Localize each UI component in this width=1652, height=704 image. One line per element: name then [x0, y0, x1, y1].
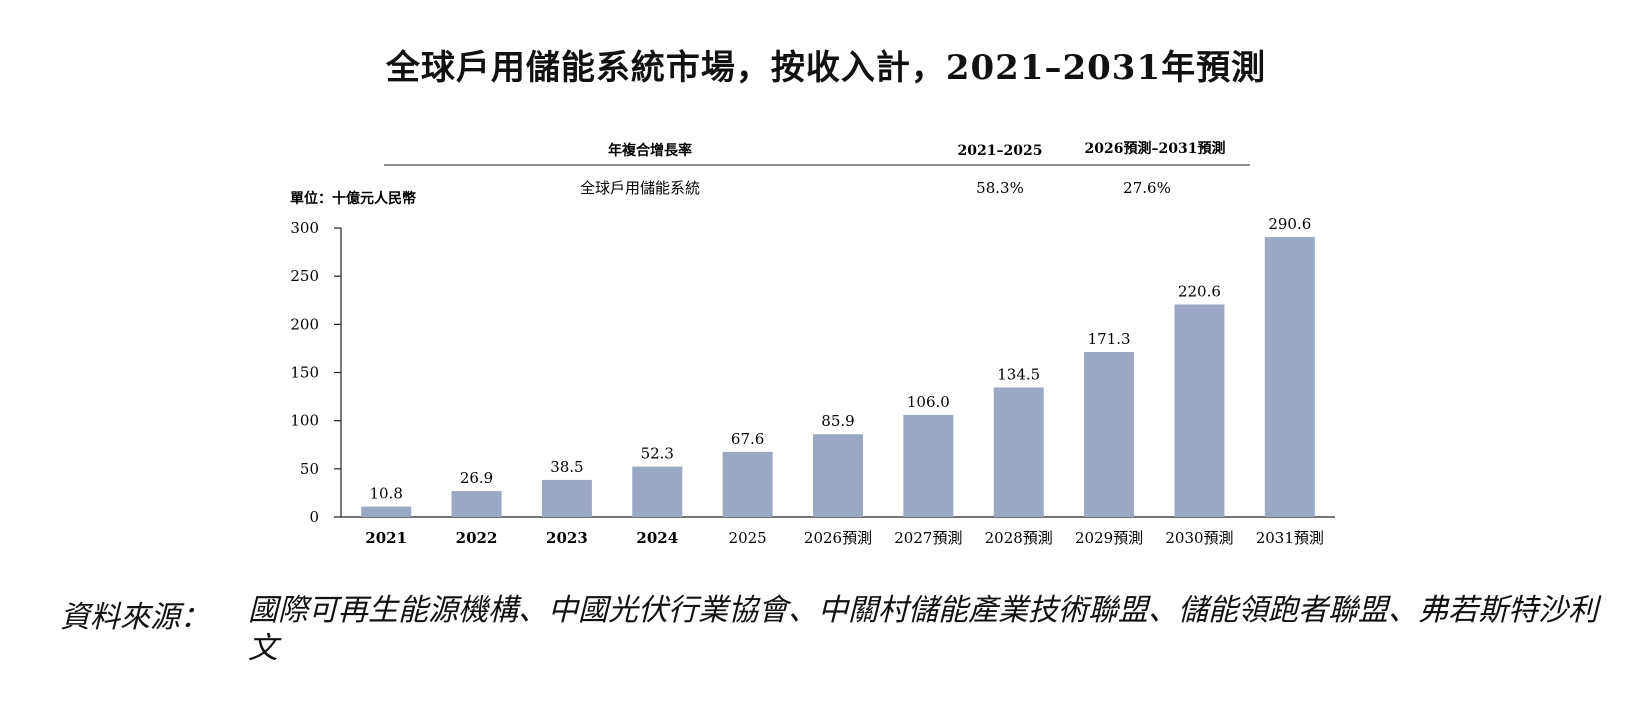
cagr-period-2: 2026預測–2031預測 [1085, 140, 1226, 157]
x-tick-label: 2025 [729, 529, 767, 547]
value-label: 10.8 [369, 485, 402, 503]
value-label: 52.3 [641, 445, 674, 463]
bar-2021 [361, 506, 412, 517]
y-tick-label: 300 [290, 219, 319, 237]
value-label: 26.9 [460, 469, 493, 487]
value-label: 85.9 [821, 412, 854, 430]
cagr-rate-1: 58.3% [976, 179, 1024, 197]
y-tick-label: 50 [300, 460, 319, 478]
bar-2026預測 [813, 434, 863, 517]
x-tick-label: 2022 [456, 529, 498, 547]
y-axis-ticks: 0 50 100 150 200 250 300 [290, 219, 341, 526]
value-label: 220.6 [1178, 282, 1221, 300]
bar-2023 [541, 479, 592, 517]
y-axis-unit-label: 單位：十億元人民幣 [290, 190, 416, 207]
value-label: 106.0 [907, 393, 950, 411]
bar-2029預測 [1084, 351, 1135, 517]
cagr-rate-2: 27.6% [1123, 179, 1171, 197]
source-text: 國際可再生能源機構、中國光伏行業協會、中關村儲能產業技術聯盟、儲能領跑者聯盟、弗… [248, 593, 1598, 666]
x-tick-label: 2021 [365, 529, 407, 547]
bar-2022 [451, 491, 502, 517]
x-tick-label: 2029預測 [1075, 529, 1143, 547]
cagr-header-label: 年複合增長率 [608, 142, 692, 159]
bar-2028預測 [993, 387, 1044, 517]
x-tick-label: 2031預測 [1256, 529, 1324, 547]
cagr-row-label: 全球戶用儲能系統 [580, 179, 700, 197]
bar-2027預測 [903, 414, 954, 517]
value-label: 134.5 [997, 365, 1040, 383]
bar-2024 [632, 466, 683, 517]
value-label: 38.5 [550, 458, 583, 476]
bars-group [361, 237, 1315, 517]
x-tick-label: 2023 [546, 529, 588, 547]
y-tick-label: 150 [290, 364, 319, 382]
bar-2025 [722, 451, 773, 517]
source-label: 資料來源： [60, 600, 210, 635]
value-label: 290.6 [1268, 215, 1311, 233]
x-axis-labels-group: 2021 2022 2023 2024 2025 2026預測 2027預測 2028預測 20… [365, 529, 1324, 547]
bar-2031預測 [1264, 237, 1315, 517]
x-tick-label: 2028預測 [985, 529, 1053, 547]
x-tick-label: 2024 [636, 529, 678, 547]
x-tick-label: 2027預測 [894, 529, 962, 547]
value-labels-group: 10.8 26.9 38.5 52.3 67.6 85.9 106.0 134.5 171.3 2… [369, 215, 1311, 503]
x-tick-label: 2026預測 [804, 529, 872, 547]
cagr-period-1: 2021–2025 [958, 143, 1043, 159]
value-label: 67.6 [731, 430, 764, 448]
y-tick-label: 250 [290, 267, 319, 285]
value-label: 171.3 [1088, 330, 1131, 348]
y-tick-label: 100 [290, 412, 319, 430]
y-tick-label: 0 [309, 508, 319, 526]
chart-title: 全球戶用儲能系統市場，按收入計，2021–2031年預測 [385, 48, 1267, 88]
x-tick-label: 2030預測 [1165, 529, 1233, 547]
bar-2030預測 [1174, 304, 1225, 517]
y-tick-label: 200 [290, 315, 319, 333]
